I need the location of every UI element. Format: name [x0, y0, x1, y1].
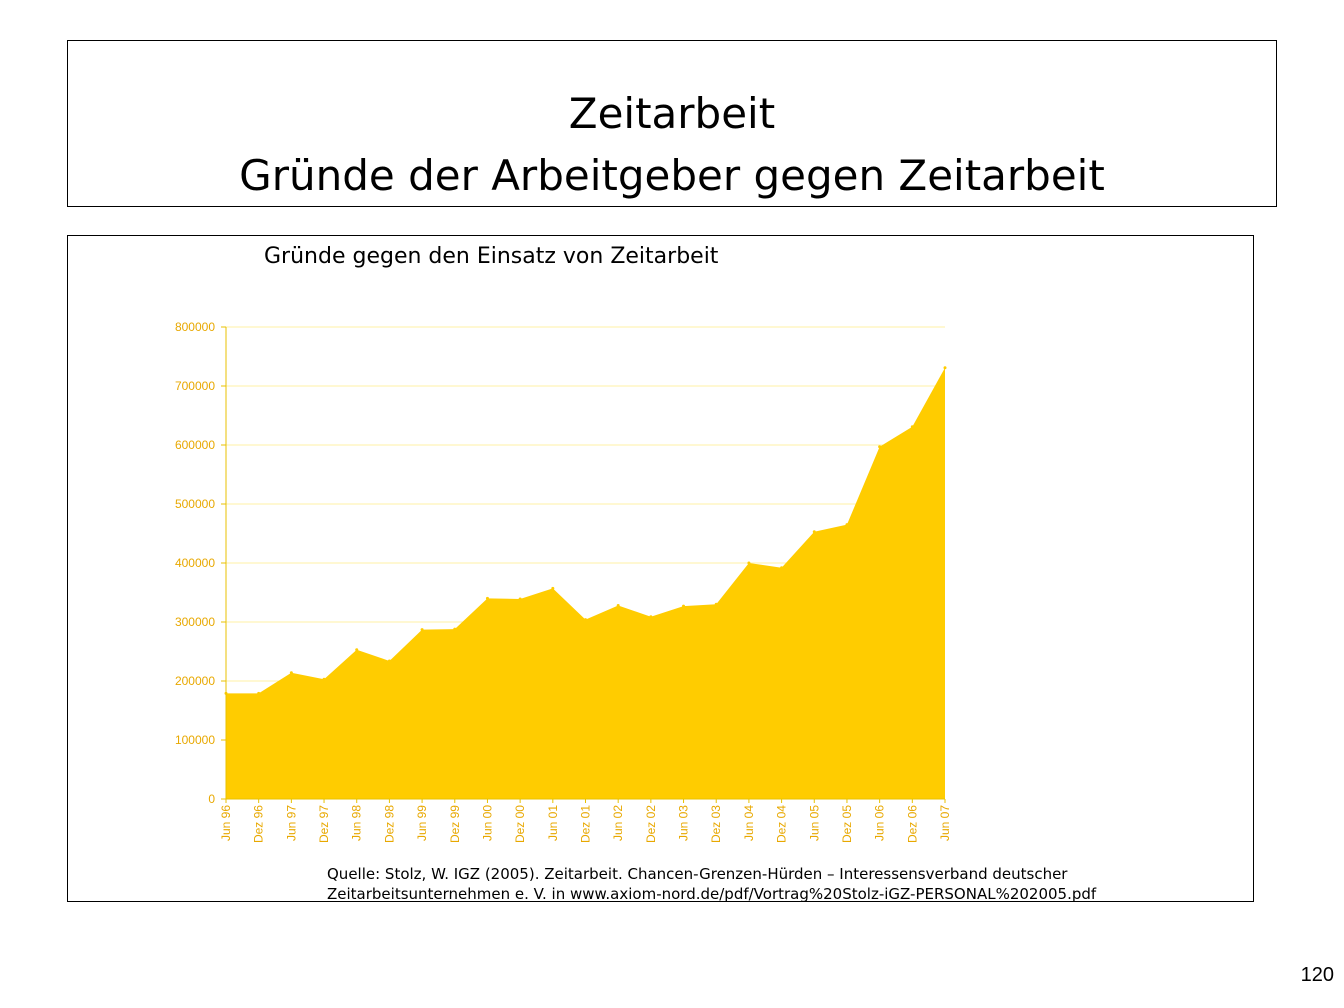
data-point-6 [420, 628, 424, 632]
data-point-7 [453, 627, 457, 631]
title-box: Zeitarbeit Gründe der Arbeitgeber gegen … [67, 40, 1277, 207]
y-tick-label-1: 100000 [175, 733, 215, 747]
data-point-5 [387, 659, 391, 663]
data-point-3 [322, 677, 326, 681]
x-tick-label-11: Dez 01 [579, 805, 593, 843]
data-point-16 [747, 561, 751, 565]
data-point-13 [649, 615, 653, 619]
x-tick-label-14: Jun 03 [677, 805, 691, 841]
y-tick-label-3: 300000 [175, 615, 215, 629]
data-point-1 [257, 691, 261, 695]
data-point-20 [878, 445, 882, 449]
data-point-8 [485, 596, 489, 600]
data-point-14 [682, 604, 686, 608]
x-tick-label-3: Dez 97 [317, 805, 331, 843]
y-tick-label-0: 0 [208, 792, 215, 806]
x-tick-label-15: Dez 03 [709, 805, 723, 843]
data-point-21 [910, 425, 914, 429]
x-tick-label-5: Dez 98 [382, 805, 396, 843]
x-tick-label-21: Dez 06 [905, 805, 919, 843]
y-tick-label-8: 800000 [175, 320, 215, 334]
data-point-10 [551, 586, 555, 590]
x-tick-label-10: Jun 01 [546, 805, 560, 841]
x-tick-label-7: Dez 99 [448, 805, 462, 843]
data-point-18 [812, 530, 816, 534]
y-tick-label-2: 200000 [175, 674, 215, 688]
data-point-12 [616, 603, 620, 607]
x-tick-label-18: Jun 05 [807, 805, 821, 841]
data-point-9 [518, 597, 522, 601]
x-tick-label-13: Dez 02 [644, 805, 658, 843]
y-tick-label-6: 600000 [175, 438, 215, 452]
x-tick-label-12: Jun 02 [611, 805, 625, 841]
x-tick-label-0: Jun 96 [219, 805, 233, 841]
chart-frame [67, 235, 1254, 902]
y-tick-label-4: 400000 [175, 556, 215, 570]
data-point-15 [714, 602, 718, 606]
slide-subtitle: Gründe der Arbeitgeber gegen Zeitarbeit [239, 151, 1105, 200]
y-tick-label-5: 500000 [175, 497, 215, 511]
x-tick-label-1: Dez 96 [252, 805, 266, 843]
x-tick-label-4: Jun 98 [350, 805, 364, 841]
data-point-2 [289, 671, 293, 675]
x-tick-label-16: Jun 04 [742, 805, 756, 841]
y-tick-label-7: 700000 [175, 379, 215, 393]
x-tick-label-2: Jun 97 [284, 805, 298, 841]
data-point-17 [780, 566, 784, 570]
x-tick-label-20: Jun 06 [873, 805, 887, 841]
source-citation: Quelle: Stolz, W. IGZ (2005). Zeitarbeit… [327, 865, 1097, 903]
x-tick-label-22: Jun 07 [938, 805, 952, 841]
page-number: 120 [1300, 964, 1334, 986]
chart-title: Gründe gegen den Einsatz von Zeitarbeit [264, 244, 719, 269]
x-tick-label-8: Jun 00 [480, 805, 494, 841]
data-point-11 [584, 618, 587, 622]
area-series [226, 367, 945, 799]
data-point-4 [355, 648, 359, 652]
x-tick-label-17: Dez 04 [775, 805, 789, 843]
x-tick-label-9: Dez 00 [513, 805, 527, 843]
x-tick-label-6: Jun 99 [415, 805, 429, 841]
slide-title: Zeitarbeit [568, 89, 776, 138]
x-tick-label-19: Dez 05 [840, 805, 854, 843]
data-point-19 [845, 523, 849, 527]
data-point-22 [943, 366, 947, 370]
